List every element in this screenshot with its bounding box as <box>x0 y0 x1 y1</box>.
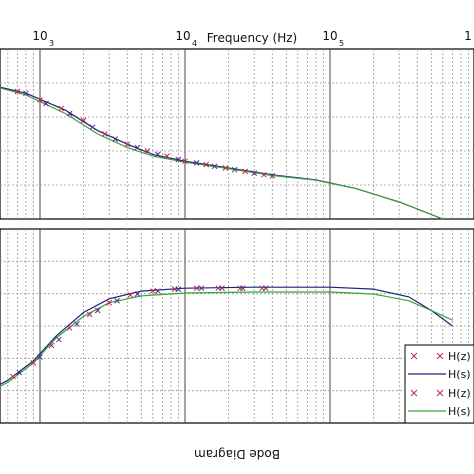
top-panel <box>0 48 474 220</box>
bottom-panel <box>0 228 474 424</box>
bottom-grid <box>0 229 474 423</box>
series-marker-hz <box>155 288 161 294</box>
series-marker-hz <box>242 168 249 175</box>
series-marker-hz <box>66 110 73 117</box>
series-marker-hz <box>16 369 23 376</box>
series-marker-hz <box>231 166 238 173</box>
series-marker-hz <box>14 88 21 95</box>
series-marker-hz <box>134 291 141 297</box>
series-marker-hz <box>237 285 243 292</box>
legend-marker <box>410 389 418 397</box>
series-marker-hz <box>144 148 151 154</box>
bode-diagram-label: Bode Diagram <box>194 447 280 461</box>
series-marker-hz <box>114 297 120 304</box>
series-marker-hz <box>262 285 269 292</box>
series-marker-hz <box>37 354 43 360</box>
x-tick-label: 1 <box>464 29 472 43</box>
series-marker-hz <box>48 342 55 349</box>
series-marker-hz <box>155 151 161 158</box>
x-tick-exponent: 4 <box>192 39 197 48</box>
series-marker-hz <box>127 292 134 298</box>
top-series-group <box>0 86 444 220</box>
series-marker-hz <box>37 97 43 103</box>
series-marker-hz <box>30 360 37 366</box>
series-marker-hz <box>175 286 182 292</box>
series-marker-hz <box>66 325 73 331</box>
bottom-series-group <box>0 285 453 388</box>
series-marker-hz <box>43 100 49 107</box>
series-line-hs <box>0 291 453 388</box>
series-marker-hz <box>124 141 131 148</box>
series-marker-hz <box>134 144 141 151</box>
series-marker-hz <box>182 158 188 165</box>
series-line-hs <box>0 87 444 220</box>
legend-label: H(z) <box>448 387 471 400</box>
series-marker-hz <box>58 105 65 112</box>
series-marker-hz <box>112 136 119 142</box>
bottom-panel-frame <box>0 228 474 424</box>
series-marker-hz <box>164 153 170 159</box>
legend-marker <box>410 352 418 360</box>
series-marker-hz <box>198 285 205 292</box>
x-tick-label: 10 <box>32 29 47 43</box>
legend-marker <box>436 352 444 360</box>
top-grid <box>0 49 474 219</box>
series-marker-hz <box>219 285 225 292</box>
series-marker-hz <box>175 156 182 163</box>
series-marker-hz <box>74 321 80 327</box>
series-marker-hz <box>10 373 16 380</box>
x-tick-exponent: 3 <box>49 39 54 48</box>
series-marker-hz <box>23 90 29 97</box>
legend-label: H(s) <box>448 368 471 381</box>
series-marker-hz <box>101 131 108 137</box>
x-tick-label: 10 <box>322 29 337 43</box>
series-marker-hz <box>56 336 62 343</box>
series-marker-hz <box>239 285 246 292</box>
series-marker-hz <box>193 160 200 166</box>
series-line-hs <box>0 286 453 386</box>
series-marker-hz <box>149 288 156 294</box>
legend-items: H(z) H(s) H(z) H(s) <box>408 350 471 418</box>
series-marker-hz <box>193 285 200 292</box>
x-tick-label: 10 <box>175 29 190 43</box>
top-panel-frame <box>0 48 474 220</box>
series-marker-hz <box>261 171 267 178</box>
legend-label: H(z) <box>448 350 471 363</box>
legend-marker <box>436 389 444 397</box>
frequency-axis-label: Frequency (Hz) <box>207 31 298 45</box>
legend: H(z) H(s) H(z) H(s) <box>404 344 474 424</box>
series-marker-hz <box>203 161 210 168</box>
series-marker-hz <box>251 170 258 176</box>
series-marker-hz <box>106 299 113 306</box>
series-marker-hz <box>94 307 101 314</box>
series-marker-hz <box>89 124 96 131</box>
x-tick-exponent: 5 <box>339 39 344 48</box>
legend-label: H(s) <box>448 405 471 418</box>
series-marker-hz <box>222 165 229 171</box>
series-marker-hz <box>211 163 218 170</box>
series-marker-hz <box>86 311 93 318</box>
series-marker-hz <box>80 117 87 124</box>
series-marker-hz <box>269 172 276 179</box>
